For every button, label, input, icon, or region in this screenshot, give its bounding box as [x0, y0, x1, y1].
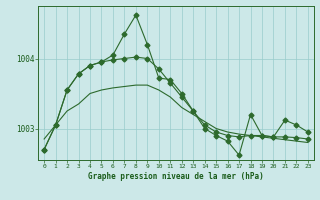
X-axis label: Graphe pression niveau de la mer (hPa): Graphe pression niveau de la mer (hPa) [88, 172, 264, 181]
